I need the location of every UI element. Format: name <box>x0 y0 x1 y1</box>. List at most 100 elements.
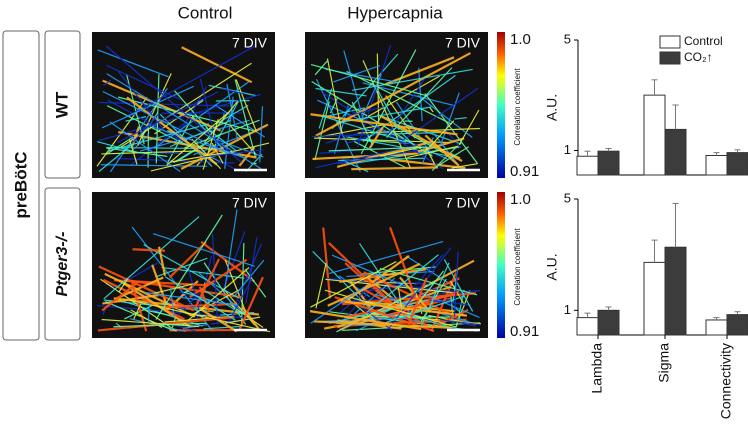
network <box>96 209 271 333</box>
network-edge <box>169 119 232 148</box>
network-edge <box>453 251 459 317</box>
network-edge <box>315 87 367 97</box>
y-axis-label: A.U. <box>544 253 560 280</box>
bar <box>597 150 620 176</box>
y-tick-label: 1 <box>564 142 571 157</box>
network-edge <box>105 45 242 163</box>
network-edge <box>407 145 459 159</box>
network-edge <box>155 81 250 148</box>
network-edge <box>133 303 142 320</box>
network-edge <box>205 127 238 152</box>
network-edge <box>429 299 471 306</box>
network-edge <box>203 100 239 144</box>
bar <box>643 94 666 176</box>
colorbar-min: 0.91 <box>510 323 539 340</box>
network-edge <box>169 287 175 318</box>
legend-swatch <box>659 51 681 65</box>
panel-label: 7 DIV <box>445 195 481 211</box>
network-edge <box>343 50 364 120</box>
network-edge <box>312 133 373 138</box>
network-edge <box>327 262 421 307</box>
network-edge <box>221 113 225 124</box>
network-edge <box>434 134 459 165</box>
colorbar <box>497 32 505 178</box>
network-edge <box>105 300 175 332</box>
network-edge <box>155 214 223 320</box>
network-edge <box>340 274 385 313</box>
network-edge <box>202 288 243 316</box>
network-edge <box>203 325 242 330</box>
network-edge <box>392 290 460 316</box>
network-edge <box>245 237 258 304</box>
network-edge <box>103 79 112 86</box>
network-edge <box>188 269 201 314</box>
network-edge <box>424 134 460 167</box>
network-edge <box>333 64 381 83</box>
panel-label: 7 DIV <box>445 35 481 51</box>
network-edge <box>310 113 458 136</box>
network-edge <box>259 106 264 163</box>
network-edge <box>451 163 478 169</box>
network-edge <box>124 305 152 320</box>
network-edge <box>322 107 366 118</box>
network-edge <box>101 281 139 312</box>
network-edge <box>387 247 452 330</box>
network-edge <box>376 53 380 123</box>
network-edge <box>328 241 444 275</box>
network-edge <box>182 267 250 326</box>
network-edge <box>318 88 333 129</box>
network-edge <box>424 120 455 153</box>
row-box <box>44 187 81 341</box>
y-axis-label: A.U. <box>544 94 560 121</box>
network-edge <box>429 106 434 113</box>
x-tick-label: Lambda <box>589 343 605 394</box>
network-edge <box>130 126 141 148</box>
network-edge <box>126 96 218 166</box>
network-edge <box>360 49 417 155</box>
network-edge <box>102 79 221 132</box>
network-edge <box>101 150 201 155</box>
network-edge <box>142 309 170 316</box>
network-edge <box>362 75 456 142</box>
network-edge <box>313 320 452 329</box>
y-tick-label: 1 <box>564 302 571 317</box>
row-label: Ptger3-/- <box>54 232 71 297</box>
network-edge <box>384 56 455 86</box>
legend-swatch <box>659 35 681 49</box>
colorbar-max: 1.0 <box>510 191 531 208</box>
y-tick-label: 5 <box>564 31 571 46</box>
network-edge <box>340 300 468 317</box>
colorbar-title: Correlation coefficient <box>513 68 522 146</box>
network-edge <box>439 92 460 148</box>
network-edge <box>389 226 417 298</box>
network-edge <box>335 105 388 120</box>
network-edge <box>376 88 400 131</box>
network-edge <box>328 146 429 152</box>
legend-label: CO₂↑ <box>684 50 713 64</box>
bar <box>664 246 687 336</box>
network-edge <box>392 124 444 154</box>
network-edge <box>380 114 463 163</box>
column-header: Control <box>178 3 233 22</box>
network-edge <box>395 281 435 286</box>
network <box>96 44 270 173</box>
network-edge <box>147 302 150 322</box>
network-edge <box>454 117 467 120</box>
network-edge <box>443 259 474 312</box>
bar <box>664 128 687 176</box>
bar <box>576 155 599 176</box>
network-edge <box>420 262 450 326</box>
network-edge <box>161 302 236 309</box>
x-tick-label: Connectivity <box>718 343 734 419</box>
network-edge <box>221 87 246 95</box>
colorbar-min: 0.91 <box>510 163 539 180</box>
network-edge <box>200 240 255 283</box>
network-edge <box>331 53 399 130</box>
network <box>309 226 482 333</box>
network-edge <box>113 322 207 328</box>
network-edge <box>117 70 165 131</box>
network-edge <box>223 209 238 297</box>
network-edge <box>181 46 253 84</box>
network-edge <box>189 258 248 298</box>
